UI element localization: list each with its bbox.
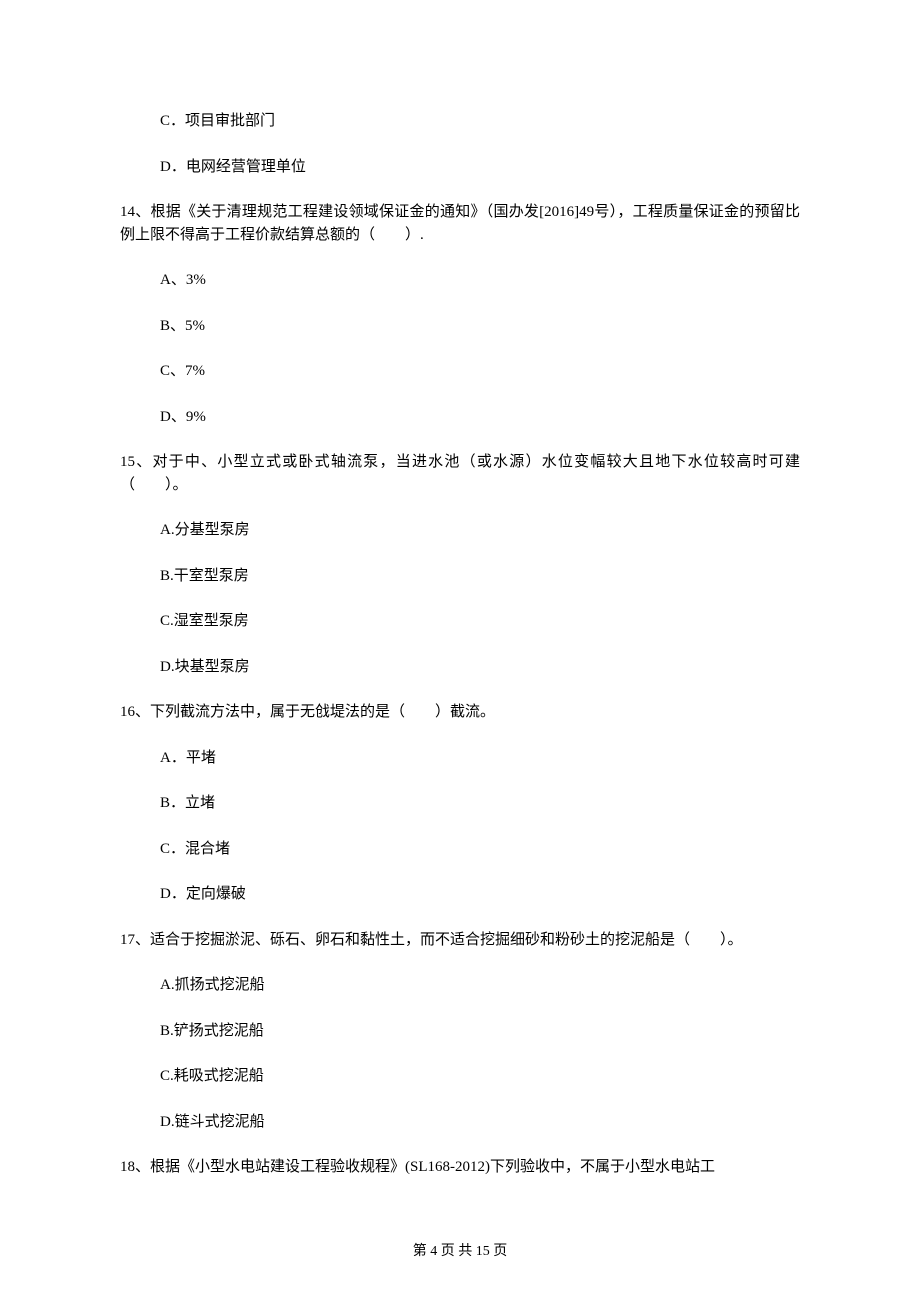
page-body: C．项目审批部门 D．电网经营管理单位 14、根据《关于清理规范工程建设领域保证… xyxy=(0,0,920,1282)
question-14-option-c: C、7% xyxy=(160,360,800,383)
question-15-option-a: A.分基型泵房 xyxy=(160,519,800,542)
question-17-stem: 17、适合于挖掘淤泥、砾石、卵石和黏性土，而不适合挖掘细砂和粉砂土的挖泥船是（ … xyxy=(120,929,800,952)
question-17-option-d: D.链斗式挖泥船 xyxy=(160,1111,800,1134)
question-16-option-a: A．平堵 xyxy=(160,747,800,770)
question-15-option-d: D.块基型泵房 xyxy=(160,656,800,679)
question-16-stem: 16、下列截流方法中，属于无戗堤法的是（ ）截流。 xyxy=(120,701,800,724)
question-16-option-d: D．定向爆破 xyxy=(160,883,800,906)
question-14-option-b: B、5% xyxy=(160,315,800,338)
question-17-option-b: B.铲扬式挖泥船 xyxy=(160,1020,800,1043)
question-14-stem: 14、根据《关于清理规范工程建设领域保证金的通知》（国办发[2016]49号），… xyxy=(120,201,800,246)
question-13-option-d: D．电网经营管理单位 xyxy=(160,156,800,179)
question-15-option-b: B.干室型泵房 xyxy=(160,565,800,588)
question-13-option-c: C．项目审批部门 xyxy=(160,110,800,133)
question-16-option-c: C．混合堵 xyxy=(160,838,800,861)
question-17-option-a: A.抓扬式挖泥船 xyxy=(160,974,800,997)
question-15-option-c: C.湿室型泵房 xyxy=(160,610,800,633)
question-18-stem: 18、根据《小型水电站建设工程验收规程》(SL168-2012)下列验收中，不属… xyxy=(120,1156,800,1179)
question-17-option-c: C.耗吸式挖泥船 xyxy=(160,1065,800,1088)
question-14-option-a: A、3% xyxy=(160,269,800,292)
question-14-option-d: D、9% xyxy=(160,406,800,429)
question-15-stem: 15、对于中、小型立式或卧式轴流泵，当进水池（或水源）水位变幅较大且地下水位较高… xyxy=(120,451,800,496)
question-16-option-b: B．立堵 xyxy=(160,792,800,815)
page-footer: 第 4 页 共 15 页 xyxy=(0,1241,920,1262)
